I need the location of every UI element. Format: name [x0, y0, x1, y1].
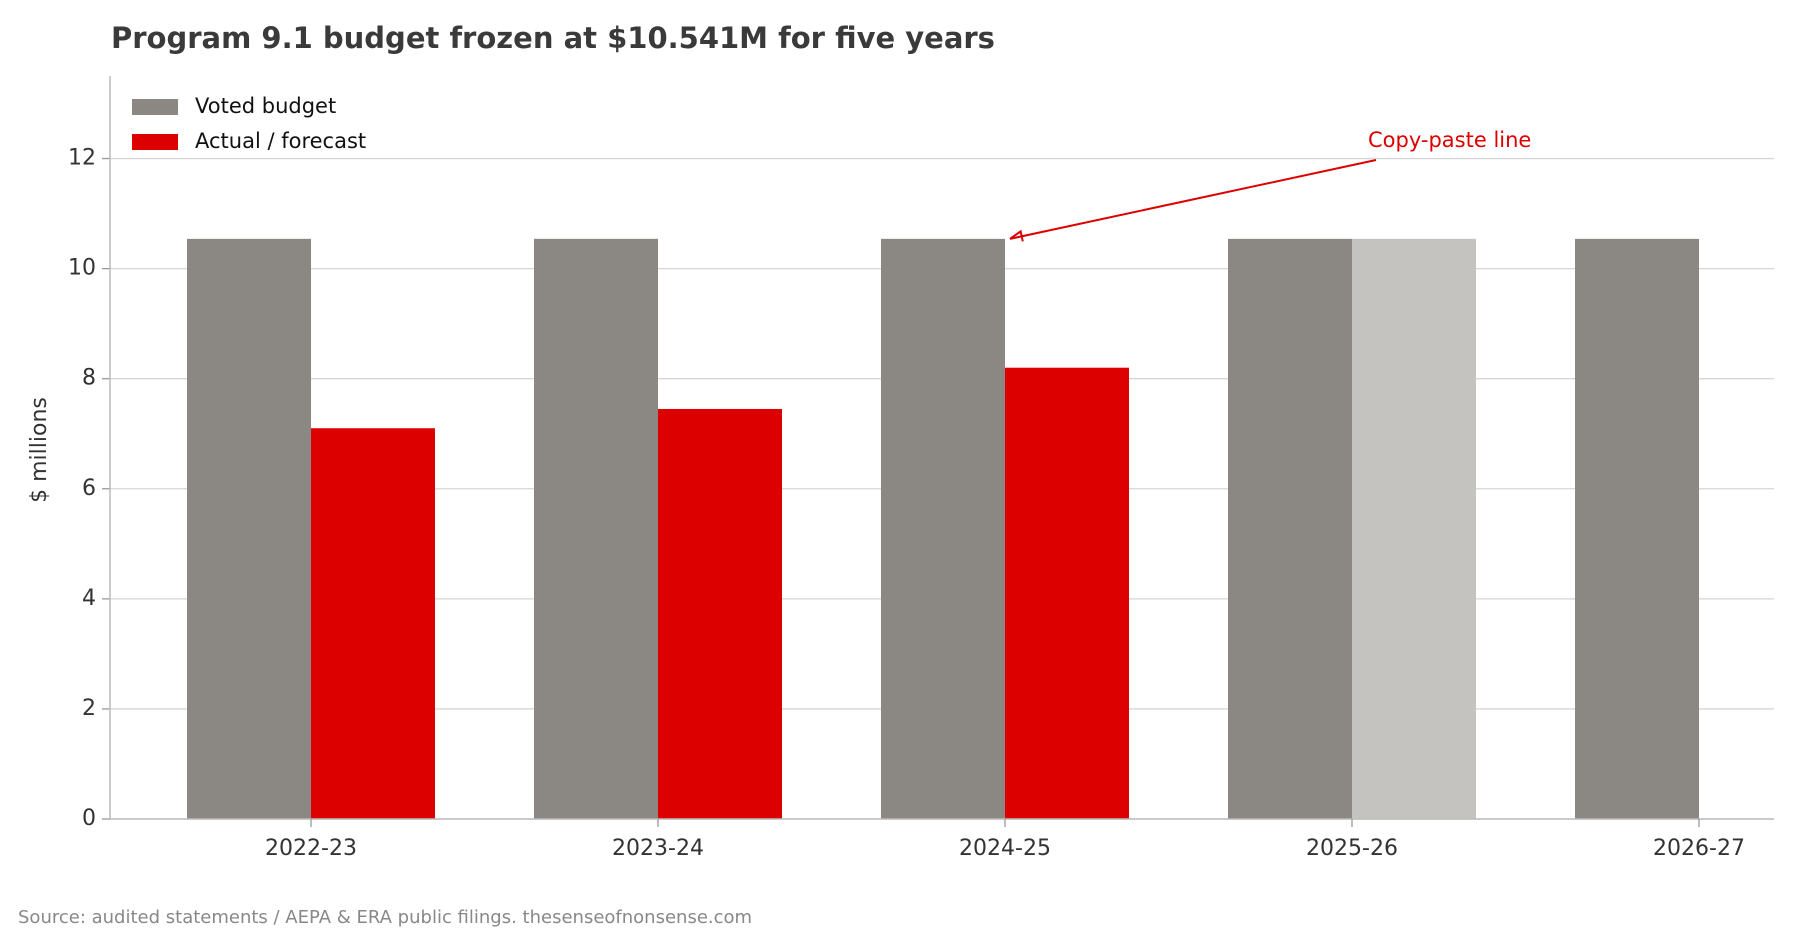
bar: [1005, 367, 1129, 819]
x-tick-label: 2025-26: [1306, 836, 1398, 861]
x-tick-label: 2023-24: [612, 836, 704, 861]
y-tick-label: 12: [68, 146, 96, 171]
y-tick-label: 0: [82, 806, 96, 831]
y-tick-label: 10: [68, 256, 96, 281]
chart-title: Program 9.1 budget frozen at $10.541M fo…: [111, 21, 995, 55]
annotation-label: Copy-paste line: [1368, 128, 1531, 152]
legend-label: Voted budget: [195, 94, 336, 118]
y-tick-label: 2: [82, 696, 96, 721]
bar: [1352, 238, 1476, 819]
source-note: Source: audited statements / AEPA & ERA …: [18, 907, 752, 928]
bar: [311, 428, 435, 819]
bar: [187, 238, 311, 819]
bar: [1228, 238, 1352, 819]
bar: [881, 238, 1005, 819]
y-tick-label: 6: [82, 476, 96, 501]
bar: [1575, 238, 1699, 819]
x-tick-label: 2024-25: [959, 836, 1051, 861]
legend-swatch: [132, 134, 178, 150]
x-tick-label: 2022-23: [265, 836, 357, 861]
legend-label: Actual / forecast: [195, 129, 366, 153]
bar: [658, 408, 782, 819]
y-axis-label: $ millions: [27, 397, 52, 503]
annotation-arrowhead: [1009, 229, 1024, 242]
bar: [534, 238, 658, 819]
x-tick-label: 2026-27: [1653, 836, 1745, 861]
legend-swatch: [132, 99, 178, 115]
annotation-arrow: [1009, 159, 1377, 240]
y-tick-label: 8: [82, 366, 96, 391]
y-tick-label: 4: [82, 586, 96, 611]
